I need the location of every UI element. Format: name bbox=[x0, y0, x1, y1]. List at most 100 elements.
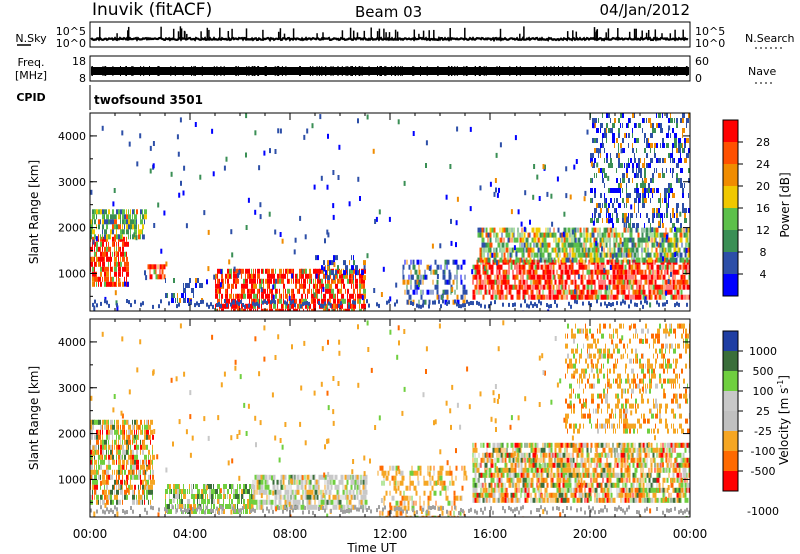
echo-cell bbox=[385, 490, 388, 496]
echo-cell bbox=[245, 283, 248, 289]
echo-cell bbox=[142, 301, 144, 306]
echo-cell bbox=[525, 247, 529, 253]
echo-cell bbox=[300, 304, 302, 309]
echo-cell bbox=[600, 153, 601, 158]
echo-cell bbox=[601, 237, 604, 243]
echo-cell bbox=[570, 289, 574, 295]
echo-cell bbox=[269, 283, 270, 289]
echo-cell bbox=[496, 264, 499, 270]
echo-cell bbox=[526, 259, 530, 265]
echo-cell bbox=[674, 274, 676, 280]
echo-cell bbox=[285, 293, 287, 299]
echo-cell bbox=[492, 472, 495, 478]
echo-cell bbox=[632, 128, 633, 133]
echo-cell bbox=[140, 479, 142, 485]
echo-cell bbox=[620, 269, 624, 275]
echo-cell bbox=[661, 247, 664, 253]
echo-cell bbox=[542, 467, 545, 473]
echo-cell bbox=[356, 484, 360, 490]
echo-cell bbox=[588, 301, 590, 306]
echo-cell bbox=[516, 289, 520, 295]
echo-cell bbox=[251, 268, 252, 274]
echo-cell bbox=[268, 211, 271, 217]
echo-cell bbox=[122, 251, 124, 257]
echo-cell bbox=[267, 283, 270, 289]
echo-cell bbox=[638, 193, 641, 198]
echo-cell bbox=[456, 299, 460, 305]
echo-cell bbox=[644, 299, 646, 304]
echo-cell bbox=[237, 504, 238, 509]
echo-cell bbox=[328, 474, 332, 480]
echo-cell bbox=[536, 487, 538, 493]
echo-cell bbox=[277, 278, 279, 284]
echo-cell bbox=[163, 210, 166, 216]
echo-cell bbox=[578, 487, 582, 493]
echo-cell bbox=[304, 494, 307, 500]
echo-cell bbox=[324, 238, 326, 244]
echo-cell bbox=[528, 487, 530, 493]
echo-cell bbox=[674, 158, 675, 163]
echo-cell bbox=[454, 259, 458, 265]
echo-cell bbox=[598, 148, 601, 154]
echo-cell bbox=[140, 444, 142, 450]
echo-cell bbox=[171, 499, 172, 504]
echo-cell bbox=[604, 148, 605, 153]
echo-cell bbox=[353, 283, 354, 289]
echo-cell bbox=[616, 218, 619, 223]
echo-cell bbox=[300, 484, 303, 490]
echo-cell bbox=[596, 173, 597, 178]
echo-cell bbox=[233, 293, 234, 299]
echo-cell bbox=[100, 251, 103, 257]
echo-cell bbox=[607, 237, 609, 243]
echo-cell bbox=[605, 252, 608, 258]
echo-cell bbox=[314, 489, 318, 495]
echo-cell bbox=[529, 242, 532, 248]
echo-cell bbox=[335, 308, 336, 311]
echo-cell bbox=[285, 288, 286, 294]
echo-cell bbox=[483, 227, 485, 233]
echo-cell bbox=[676, 213, 678, 218]
echo-cell bbox=[476, 264, 480, 270]
echo-cell bbox=[569, 232, 571, 238]
echo-cell bbox=[108, 256, 111, 262]
echo-cell bbox=[110, 429, 112, 435]
echo-cell bbox=[223, 499, 224, 504]
echo-cell bbox=[303, 278, 306, 284]
echo-cell bbox=[632, 163, 634, 168]
echo-cell bbox=[126, 219, 129, 225]
echo-cell bbox=[660, 269, 663, 275]
echo-cell bbox=[652, 208, 654, 213]
echo-cell bbox=[120, 429, 123, 435]
echo-cell bbox=[505, 232, 508, 238]
echo-cell bbox=[596, 218, 599, 223]
echo-cell bbox=[623, 222, 626, 228]
echo-cell bbox=[389, 465, 391, 471]
echo-cell bbox=[560, 487, 562, 493]
echo-cell bbox=[116, 424, 118, 430]
echo-cell bbox=[523, 247, 525, 253]
echo-cell bbox=[643, 237, 646, 243]
echo-cell bbox=[656, 143, 658, 148]
echo-cell bbox=[339, 288, 342, 294]
echo-cell bbox=[554, 447, 557, 453]
echo-cell bbox=[484, 487, 487, 493]
echo-cell bbox=[100, 261, 101, 267]
echo-cell bbox=[261, 303, 262, 309]
echo-cell bbox=[659, 264, 662, 270]
echo-cell bbox=[511, 252, 513, 258]
velocity-heatmap bbox=[90, 320, 690, 517]
echo-cell bbox=[116, 276, 117, 282]
echo-cell bbox=[564, 457, 566, 463]
echo-cell bbox=[342, 474, 344, 480]
echo-cell bbox=[669, 252, 672, 258]
echo-cell bbox=[351, 278, 353, 284]
echo-cell bbox=[315, 283, 317, 289]
echo-cell bbox=[275, 268, 276, 274]
echo-cell bbox=[315, 273, 318, 279]
echo-cell bbox=[264, 489, 268, 495]
echo-cell bbox=[428, 299, 431, 305]
echo-cell bbox=[256, 504, 258, 510]
echo-cell bbox=[564, 497, 567, 503]
echo-cell bbox=[611, 227, 613, 233]
echo-cell bbox=[621, 247, 623, 253]
